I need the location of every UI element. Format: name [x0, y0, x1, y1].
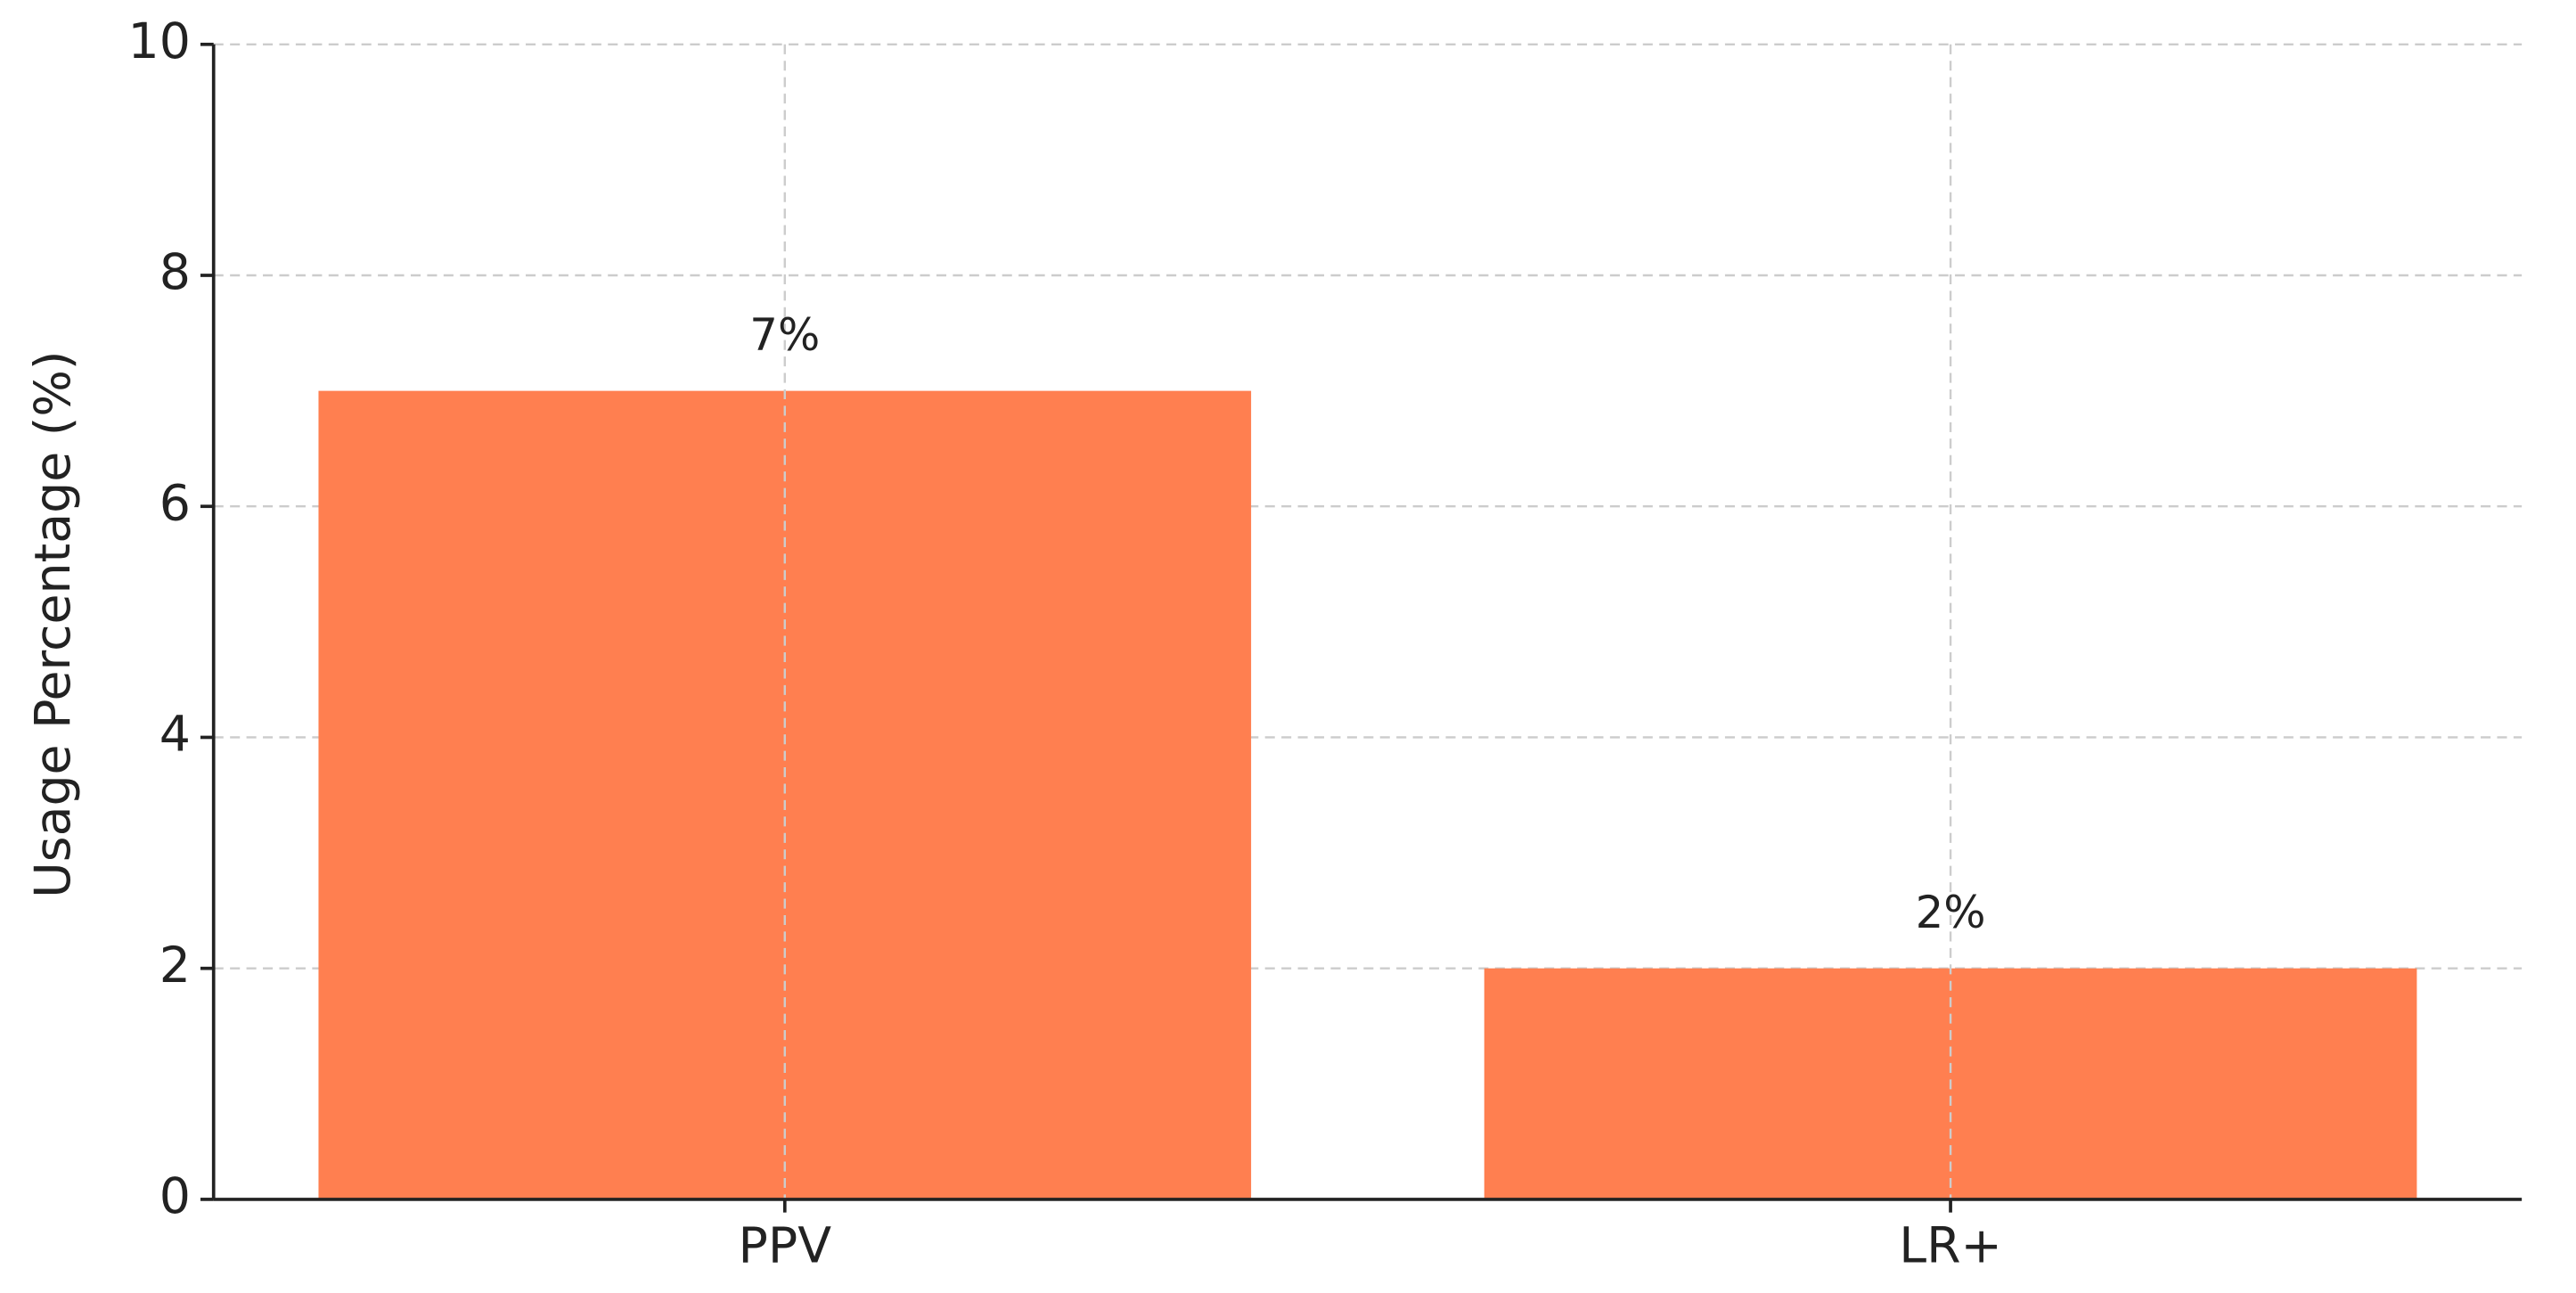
- x-tick-label: PPV: [739, 1217, 832, 1274]
- y-tick-label: 6: [159, 475, 191, 532]
- y-tick-label: 10: [128, 13, 191, 70]
- y-tick-label: 4: [159, 707, 191, 764]
- y-tick-label: 2: [159, 937, 191, 994]
- value-label: 7%: [749, 309, 820, 361]
- y-tick-label: 0: [159, 1168, 191, 1225]
- value-label: 2%: [1916, 887, 1986, 938]
- y-axis-label: Usage Percentage (%): [25, 351, 82, 898]
- y-tick-label: 8: [159, 244, 191, 301]
- x-tick-label: LR+: [1899, 1217, 2002, 1274]
